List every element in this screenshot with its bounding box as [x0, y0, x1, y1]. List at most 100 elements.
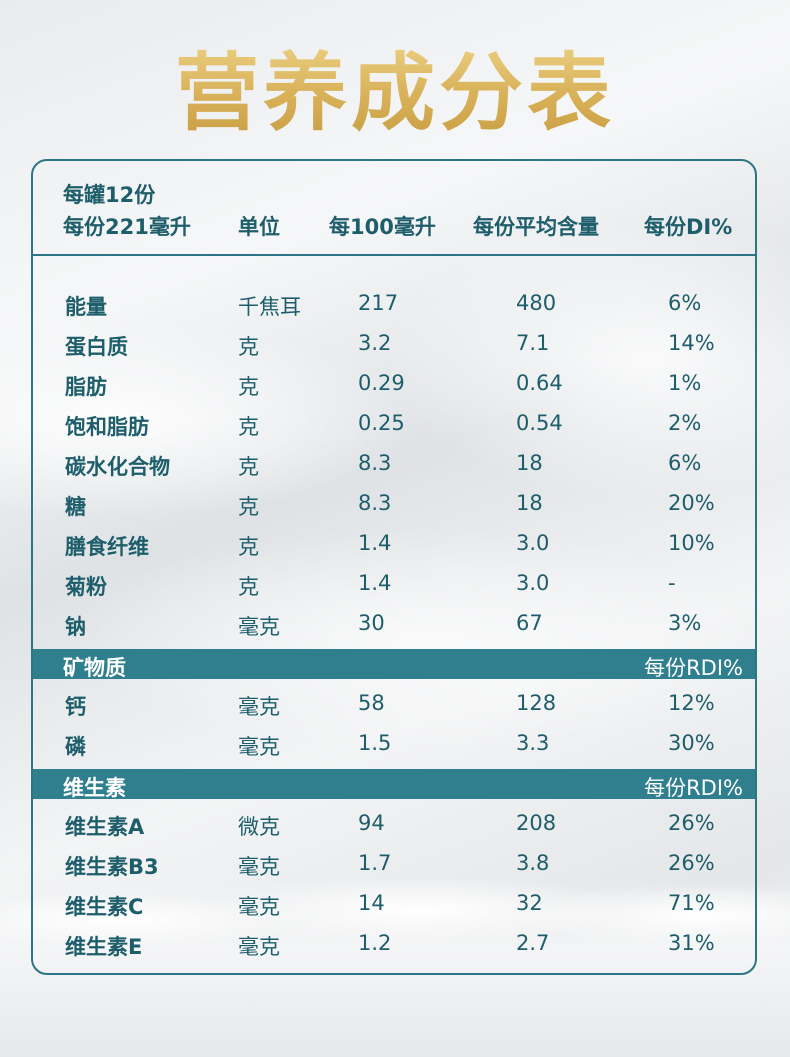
- nutrient-name: 碳水化合物: [65, 455, 170, 479]
- nutrient-per100: 3.2: [358, 331, 392, 355]
- vitamin-rdi: 26%: [668, 811, 715, 835]
- nutrient-per100: 30: [358, 611, 385, 635]
- table-header: 每罐12份 每份221毫升 单位 每100毫升 每份平均含量 每份DI%: [33, 161, 755, 256]
- nutrient-per100: 0.29: [358, 371, 405, 395]
- page-title: 营养成分表: [0, 26, 790, 147]
- column-header-di: 每份DI%: [644, 215, 733, 239]
- section-header-vitamins: 维生素 每份RDI%: [33, 769, 755, 800]
- rdi-label: 每份RDI%: [644, 776, 743, 800]
- nutrient-di: 6%: [668, 451, 702, 475]
- table-row: 磷 毫克 1.5 3.3 30%: [33, 723, 755, 763]
- nutrient-di: 20%: [668, 491, 715, 515]
- nutrient-name: 能量: [65, 295, 107, 319]
- vitamin-unit: 毫克: [238, 935, 280, 959]
- vitamin-rdi: 71%: [668, 891, 715, 915]
- nutrient-name: 饱和脂肪: [65, 415, 149, 439]
- nutrient-per100: 0.25: [358, 411, 405, 435]
- vitamin-per100: 14: [358, 891, 385, 915]
- table-row: 糖 克 8.3 18 20%: [33, 483, 755, 523]
- mineral-average: 3.3: [516, 731, 550, 755]
- nutrient-name: 糖: [65, 495, 86, 519]
- vitamin-rdi: 31%: [668, 931, 715, 955]
- column-header-unit: 单位: [238, 215, 280, 239]
- nutrient-unit: 千焦耳: [238, 295, 301, 319]
- nutrition-table: 每罐12份 每份221毫升 单位 每100毫升 每份平均含量 每份DI% 能量 …: [31, 159, 757, 975]
- mineral-rdi: 30%: [668, 731, 715, 755]
- mineral-rdi: 12%: [668, 691, 715, 715]
- nutrient-average: 3.0: [516, 531, 550, 555]
- nutrient-average: 3.0: [516, 571, 550, 595]
- vitamin-per100: 1.2: [358, 931, 392, 955]
- nutrient-di: 6%: [668, 291, 702, 315]
- nutrient-unit: 克: [238, 415, 259, 439]
- vitamin-unit: 毫克: [238, 855, 280, 879]
- table-row: 膳食纤维 克 1.4 3.0 10%: [33, 523, 755, 563]
- nutrient-di: 10%: [668, 531, 715, 555]
- vitamin-name: 维生素C: [65, 895, 144, 919]
- table-row: 能量 千焦耳 217 480 6%: [33, 283, 755, 323]
- table-row: 蛋白质 克 3.2 7.1 14%: [33, 323, 755, 363]
- vitamin-unit: 毫克: [238, 895, 280, 919]
- vitamin-per100: 94: [358, 811, 385, 835]
- vitamin-unit: 微克: [238, 815, 280, 839]
- nutrient-average: 67: [516, 611, 543, 635]
- table-row: 饱和脂肪 克 0.25 0.54 2%: [33, 403, 755, 443]
- table-row: 维生素C 毫克 14 32 71%: [33, 883, 755, 923]
- vitamin-average: 3.8: [516, 851, 550, 875]
- nutrient-unit: 克: [238, 495, 259, 519]
- section-header-minerals: 矿物质 每份RDI%: [33, 649, 755, 680]
- nutrient-name: 脂肪: [65, 375, 107, 399]
- nutrient-per100: 1.4: [358, 531, 392, 555]
- vitamin-name: 维生素B3: [65, 855, 159, 879]
- mineral-unit: 毫克: [238, 735, 280, 759]
- nutrient-name: 菊粉: [65, 575, 107, 599]
- nutrient-di: -: [668, 571, 676, 595]
- nutrient-average: 7.1: [516, 331, 550, 355]
- nutrient-average: 0.54: [516, 411, 563, 435]
- table-row: 脂肪 克 0.29 0.64 1%: [33, 363, 755, 403]
- nutrient-per100: 217: [358, 291, 399, 315]
- section-label: 维生素: [63, 776, 126, 800]
- vitamin-name: 维生素A: [65, 815, 145, 839]
- vitamin-average: 32: [516, 891, 543, 915]
- rdi-label: 每份RDI%: [644, 656, 743, 680]
- mineral-unit: 毫克: [238, 695, 280, 719]
- table-row: 菊粉 克 1.4 3.0 -: [33, 563, 755, 603]
- vitamin-average: 208: [516, 811, 557, 835]
- nutrient-unit: 克: [238, 375, 259, 399]
- mineral-name: 磷: [65, 735, 86, 759]
- mineral-per100: 58: [358, 691, 385, 715]
- nutrient-unit: 克: [238, 455, 259, 479]
- table-row: 钙 毫克 58 128 12%: [33, 683, 755, 723]
- nutrient-unit: 克: [238, 335, 259, 359]
- column-header-per100: 每100毫升: [329, 215, 436, 239]
- table-row: 钠 毫克 30 67 3%: [33, 603, 755, 643]
- nutrient-name: 蛋白质: [65, 335, 128, 359]
- milk-splash-decoration: [0, 880, 790, 1057]
- nutrient-di: 1%: [668, 371, 702, 395]
- nutrient-per100: 8.3: [358, 491, 392, 515]
- nutrient-average: 0.64: [516, 371, 563, 395]
- nutrient-di: 14%: [668, 331, 715, 355]
- nutrient-per100: 1.4: [358, 571, 392, 595]
- servings-per-can: 每罐12份: [63, 183, 156, 207]
- vitamin-average: 2.7: [516, 931, 550, 955]
- table-row: 维生素A 微克 94 208 26%: [33, 803, 755, 843]
- vitamin-name: 维生素E: [65, 935, 143, 959]
- nutrient-per100: 8.3: [358, 451, 392, 475]
- nutrient-average: 18: [516, 491, 543, 515]
- nutrient-unit: 克: [238, 535, 259, 559]
- mineral-average: 128: [516, 691, 557, 715]
- nutrient-average: 480: [516, 291, 557, 315]
- vitamin-rdi: 26%: [668, 851, 715, 875]
- nutrient-name: 膳食纤维: [65, 535, 149, 559]
- nutrient-average: 18: [516, 451, 543, 475]
- section-label: 矿物质: [63, 656, 126, 680]
- mineral-per100: 1.5: [358, 731, 392, 755]
- mineral-name: 钙: [65, 695, 86, 719]
- table-row: 碳水化合物 克 8.3 18 6%: [33, 443, 755, 483]
- nutrient-di: 2%: [668, 411, 702, 435]
- table-row: 维生素E 毫克 1.2 2.7 31%: [33, 923, 755, 963]
- nutrient-name: 钠: [65, 615, 86, 639]
